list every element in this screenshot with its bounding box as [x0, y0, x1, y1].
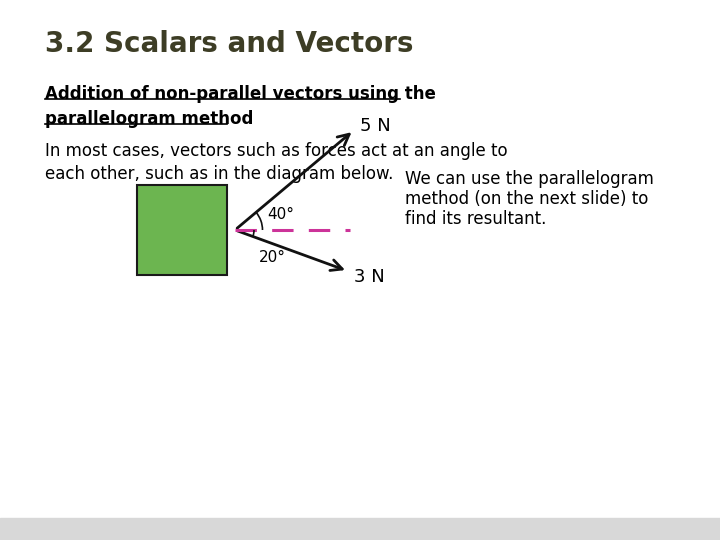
Text: 40°: 40° — [267, 207, 294, 222]
Text: 5 N: 5 N — [360, 117, 390, 136]
Text: 3.2 Scalars and Vectors: 3.2 Scalars and Vectors — [45, 30, 413, 58]
Text: method (on the next slide) to: method (on the next slide) to — [405, 190, 649, 208]
Text: In most cases, vectors such as forces act at an angle to: In most cases, vectors such as forces ac… — [45, 142, 508, 160]
Bar — [0, 518, 720, 540]
Text: each other, such as in the diagram below.: each other, such as in the diagram below… — [45, 165, 393, 183]
Text: parallelogram method: parallelogram method — [45, 110, 253, 128]
Text: 3 N: 3 N — [354, 268, 384, 286]
Text: We can use the parallelogram: We can use the parallelogram — [405, 170, 654, 188]
Text: find its resultant.: find its resultant. — [405, 210, 546, 228]
Bar — [137, 185, 227, 275]
Text: 20°: 20° — [259, 250, 286, 265]
Text: Addition of non-parallel vectors using the: Addition of non-parallel vectors using t… — [45, 85, 436, 103]
